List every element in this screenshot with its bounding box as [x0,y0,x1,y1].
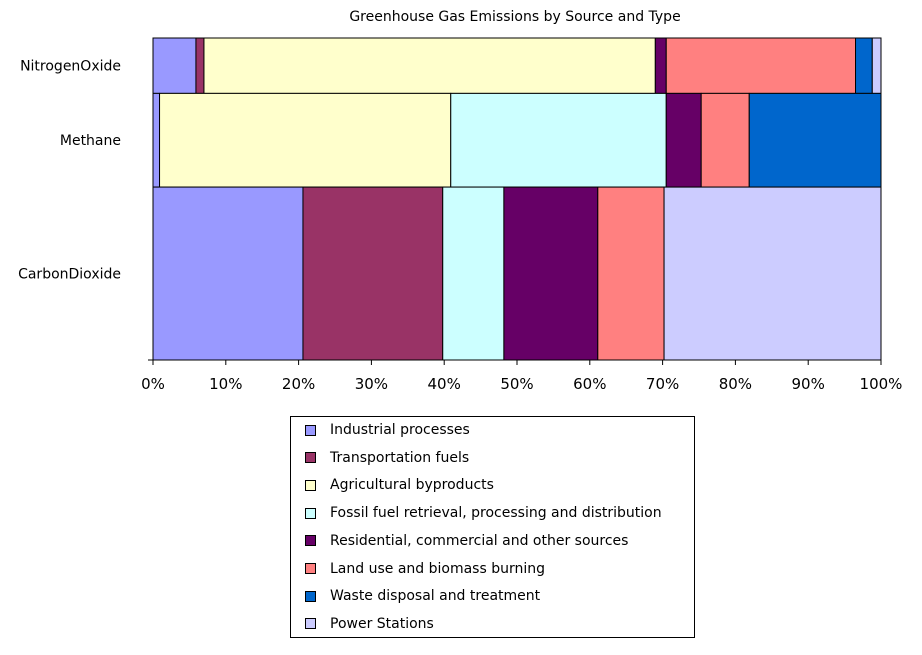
bar-segment [152,186,304,361]
bar-segment [195,37,205,94]
legend-label: Fossil fuel retrieval, processing and di… [330,505,662,522]
legend-swatch [305,535,316,547]
legend-swatch [305,479,316,491]
legend-item: Industrial processes [305,420,470,440]
legend-label: Industrial processes [330,422,470,438]
x-tick-label: 10% [209,375,242,393]
bar-segment [871,37,882,94]
x-tick-label: 50% [500,375,533,393]
legend-item: Transportation fuels [305,448,469,468]
bar-segment [700,92,750,188]
chart-title: Greenhouse Gas Emissions by Source and T… [349,9,681,25]
bar-segment [597,186,665,361]
legend-swatch [305,507,316,519]
category-label: CarbonDioxide [18,267,121,283]
legend-item: Power Stations [305,614,434,634]
x-tick-label: 80% [719,375,752,393]
x-tick-label: 40% [428,375,461,393]
bar-segment [442,186,505,361]
legend-label: Agricultural byproducts [330,477,494,494]
bar-segment [152,92,161,188]
x-tick-label: 100% [860,375,903,393]
bar-segment [203,37,656,94]
legend-swatch [305,618,316,630]
category-label: NitrogenOxide [20,59,121,75]
legend-label: Land use and biomass burning [330,560,545,577]
x-tick-label: 20% [282,375,315,393]
legend-item: Waste disposal and treatment [305,586,540,606]
legend-swatch [305,452,316,464]
bar-segment [665,37,857,94]
legend-swatch [305,424,316,436]
x-tick-label: 60% [573,375,606,393]
x-tick-label: 0% [141,375,165,393]
legend-item: Residential, commercial and other source… [305,531,628,551]
legend-item: Land use and biomass burning [305,559,545,579]
bar-segment [503,186,599,361]
bar-segment [654,37,667,94]
bar-segment [152,37,197,94]
legend-swatch [305,563,316,574]
axis-layer: NitrogenOxide Methane CarbonDioxide 0% 10% 20… [18,38,902,393]
legend-label: Residential, commercial and other source… [330,532,629,549]
bar-segment [663,186,882,361]
bar-segment [302,186,444,361]
x-tick-label: 90% [792,375,825,393]
x-tick-label: 70% [646,375,679,393]
x-tick-label: 30% [355,375,388,393]
legend: Industrial processes Transportation fuels… [290,416,695,638]
legend-label: Transportation fuels [330,449,470,466]
legend-label: Power Stations [330,615,434,632]
category-label: Methane [60,133,121,149]
bar-segment [748,92,882,188]
legend-item: Agricultural byproducts [305,475,494,495]
bars-layer [152,37,882,361]
bar-segment [855,37,873,94]
legend-swatch [305,590,316,602]
bar-segment [159,92,452,188]
legend-label: Waste disposal and treatment [330,588,541,605]
legend-item: Fossil fuel retrieval, processing and di… [305,503,662,523]
bar-segment [450,92,667,188]
bar-segment [665,92,702,188]
